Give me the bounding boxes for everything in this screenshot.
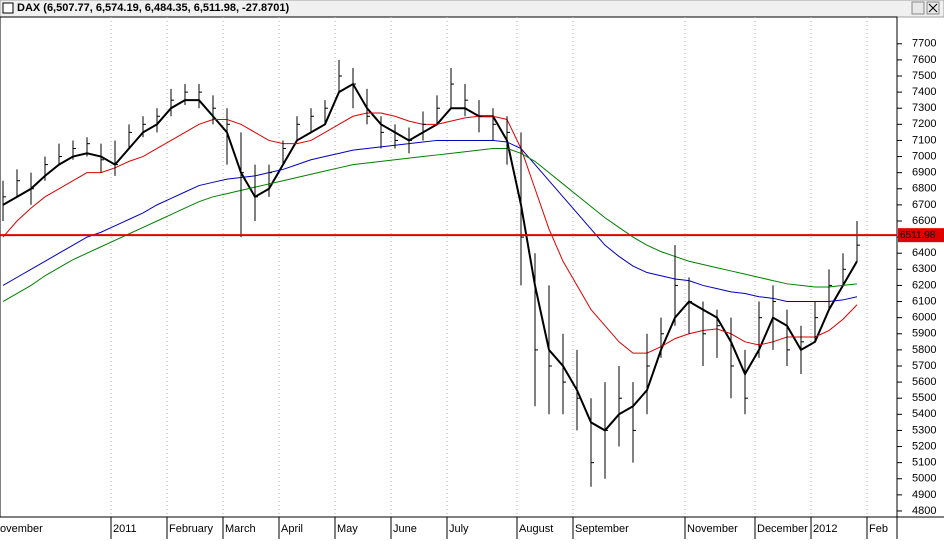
y-tick-label: 7100 bbox=[912, 134, 936, 146]
y-tick-label: 5900 bbox=[912, 328, 936, 340]
y-tick-label: 7300 bbox=[912, 102, 936, 114]
x-tick-label: Feb bbox=[869, 523, 888, 535]
y-tick-label: 5800 bbox=[912, 344, 936, 356]
restore-button[interactable] bbox=[911, 1, 925, 15]
x-tick-label: March bbox=[225, 523, 256, 535]
x-tick-label: 2012 bbox=[813, 523, 837, 535]
x-tick-label: December bbox=[757, 523, 808, 535]
chart-title: DAX (6,507.77, 6,574.19, 6,484.35, 6,511… bbox=[17, 2, 289, 14]
window-icon bbox=[2, 2, 14, 14]
y-tick-label: 5100 bbox=[912, 457, 936, 469]
close-icon bbox=[928, 3, 938, 13]
y-tick-label: 6700 bbox=[912, 199, 936, 211]
x-tick-label: April bbox=[281, 523, 303, 535]
y-tick-label: 7700 bbox=[912, 38, 936, 50]
y-tick-label: 7600 bbox=[912, 54, 936, 66]
x-tick-label: 2011 bbox=[113, 523, 137, 535]
reference-label: 6511.98 bbox=[900, 230, 936, 241]
x-tick-label: August bbox=[519, 523, 553, 535]
y-tick-label: 7400 bbox=[912, 86, 936, 98]
y-tick-label: 6200 bbox=[912, 279, 936, 291]
y-tick-label: 5500 bbox=[912, 392, 936, 404]
y-tick-label: 6400 bbox=[912, 247, 936, 259]
y-tick-label: 6800 bbox=[912, 183, 936, 195]
y-tick-label: 6300 bbox=[912, 263, 936, 275]
x-tick-label: February bbox=[169, 523, 214, 535]
y-tick-label: 7500 bbox=[912, 70, 936, 82]
y-tick-label: 4900 bbox=[912, 489, 936, 501]
plot-area bbox=[0, 16, 898, 518]
moving-average bbox=[2, 147, 858, 302]
y-tick-label: 6000 bbox=[912, 312, 936, 324]
y-tick-label: 5300 bbox=[912, 424, 936, 436]
x-tick-label: November bbox=[687, 523, 738, 535]
y-tick-label: 6600 bbox=[912, 215, 936, 227]
y-tick-label: 5000 bbox=[912, 473, 936, 485]
moving-average bbox=[2, 82, 858, 432]
y-tick-label: 5600 bbox=[912, 376, 936, 388]
x-tick-label: ovember bbox=[0, 523, 43, 535]
y-tick-label: 5200 bbox=[912, 440, 936, 452]
x-tick-label: September bbox=[575, 523, 629, 535]
y-tick-label: 5700 bbox=[912, 360, 936, 372]
x-tick-label: June bbox=[393, 523, 417, 535]
y-tick-label: 6900 bbox=[912, 167, 936, 179]
y-tick-label: 6100 bbox=[912, 295, 936, 307]
y-tick-label: 7000 bbox=[912, 150, 936, 162]
y-tick-label: 7200 bbox=[912, 118, 936, 130]
x-tick-label: July bbox=[449, 523, 469, 535]
moving-average bbox=[2, 112, 858, 354]
y-tick-label: 4800 bbox=[912, 505, 936, 517]
x-tick-label: May bbox=[337, 523, 358, 535]
reference-label-box bbox=[898, 228, 944, 243]
y-tick-label: 5400 bbox=[912, 408, 936, 420]
moving-average bbox=[2, 139, 858, 303]
